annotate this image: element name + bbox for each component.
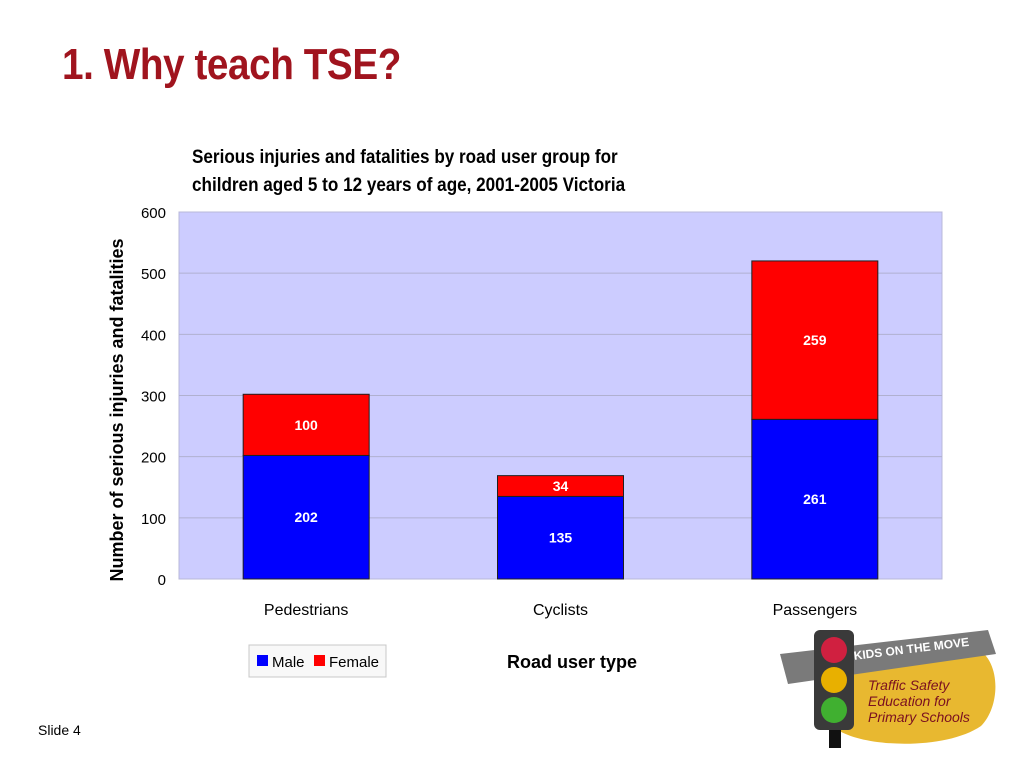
data-label-male-cyclists: 135 <box>549 530 573 546</box>
traffic-light-green-icon <box>821 697 847 723</box>
slide-number: Slide 4 <box>38 722 81 738</box>
y-tick-label: 100 <box>141 511 166 528</box>
y-tick-label: 300 <box>141 389 166 406</box>
x-tick-label: Cyclists <box>533 602 588 619</box>
chart-title-line-1: Serious injuries and fatalities by road … <box>192 147 618 168</box>
logo-line-1: Traffic Safety <box>868 677 950 693</box>
bars: 202 100 135 34 261 259 <box>242 260 879 580</box>
data-label-male-pedestrians: 202 <box>294 509 318 525</box>
x-tick-label: Passengers <box>773 602 858 619</box>
legend-label-female: Female <box>329 654 379 671</box>
x-axis-ticks: Pedestrians Cyclists Passengers <box>264 602 857 619</box>
y-tick-label: 400 <box>141 327 166 344</box>
chart-title: Serious injuries and fatalities by road … <box>192 144 750 200</box>
x-tick-label: Pedestrians <box>264 602 349 619</box>
legend-label-male: Male <box>272 654 305 671</box>
traffic-light-red-icon <box>821 637 847 663</box>
data-label-female-cyclists: 34 <box>553 478 569 494</box>
chart-title-line-2: children aged 5 to 12 years of age, 2001… <box>192 175 626 196</box>
y-axis-ticks: 0 100 200 300 400 500 600 <box>141 205 166 589</box>
bar-female-cyclists <box>497 475 624 497</box>
bar-female-passengers <box>751 260 879 420</box>
y-tick-label: 500 <box>141 266 166 283</box>
y-tick-label: 0 <box>158 572 166 589</box>
y-tick-label: 200 <box>141 450 166 467</box>
bar-female-pedestrians <box>242 393 370 456</box>
data-label-female-passengers: 259 <box>803 332 827 348</box>
legend-box <box>248 644 387 678</box>
slide-number-value: 4 <box>73 722 81 738</box>
logo-line-2: Education for <box>868 693 952 709</box>
data-label-female-pedestrians: 100 <box>294 417 318 433</box>
traffic-light-pole <box>829 726 841 748</box>
y-tick-label: 600 <box>141 205 166 222</box>
legend: Male Female <box>248 644 387 678</box>
legend-swatch-male <box>257 655 268 666</box>
kids-on-the-move-logo: KIDS ON THE MOVE Traffic Safety Educatio… <box>780 630 996 748</box>
x-axis-label: Road user type <box>507 652 637 672</box>
legend-swatch-female <box>314 655 325 666</box>
bar-male-pedestrians <box>242 454 370 580</box>
data-label-male-passengers: 261 <box>803 491 827 507</box>
slide-label: Slide <box>38 722 70 738</box>
slide-title: 1. Why teach TSE? <box>62 40 401 89</box>
y-axis-label: Number of serious injuries and fatalitie… <box>107 238 127 581</box>
traffic-light-amber-icon <box>821 667 847 693</box>
logo-line-3: Primary Schools <box>868 709 970 725</box>
bar-male-cyclists <box>497 495 624 580</box>
bar-male-passengers <box>751 418 879 580</box>
